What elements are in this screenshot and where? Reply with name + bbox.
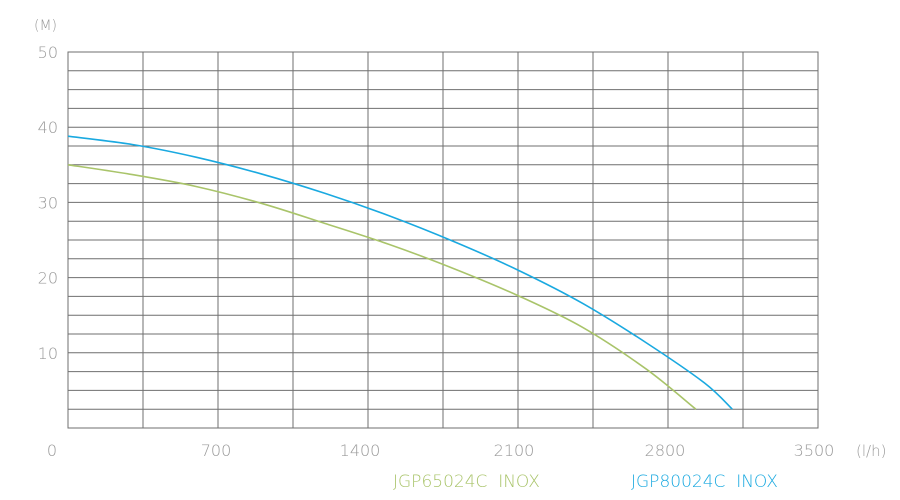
series-line-2 xyxy=(67,135,733,410)
x-tick-label: 1400 xyxy=(340,441,381,460)
x-tick-label: 2100 xyxy=(494,441,535,460)
grid xyxy=(67,51,819,429)
x-tick-label: 2800 xyxy=(645,441,686,460)
y-tick-label: 10 xyxy=(38,344,58,363)
legend-entry-1: JGP65024C INOX xyxy=(393,472,540,492)
legend: JGP65024C INOX JGP80024C INOX xyxy=(393,472,778,492)
x-tick-label: 700 xyxy=(201,441,232,460)
series-lines xyxy=(67,135,733,410)
x-tick-label: 3500 xyxy=(794,441,835,460)
x-tick-label: 0 xyxy=(47,441,57,460)
y-tick-label: 20 xyxy=(38,269,58,288)
y-tick-label: 40 xyxy=(38,118,58,137)
y-axis-label: (M) xyxy=(34,18,57,34)
legend-entry-2: JGP80024C INOX xyxy=(631,472,778,492)
x-axis-label: (l/h) xyxy=(856,442,886,460)
y-tick-label: 50 xyxy=(38,43,58,62)
series-line-1 xyxy=(67,164,697,410)
x-axis-ticks: 0 700 1400 2100 2800 3500 xyxy=(47,441,834,460)
y-tick-label: 30 xyxy=(38,193,58,212)
y-axis-ticks: 10 20 30 40 50 xyxy=(38,43,58,363)
